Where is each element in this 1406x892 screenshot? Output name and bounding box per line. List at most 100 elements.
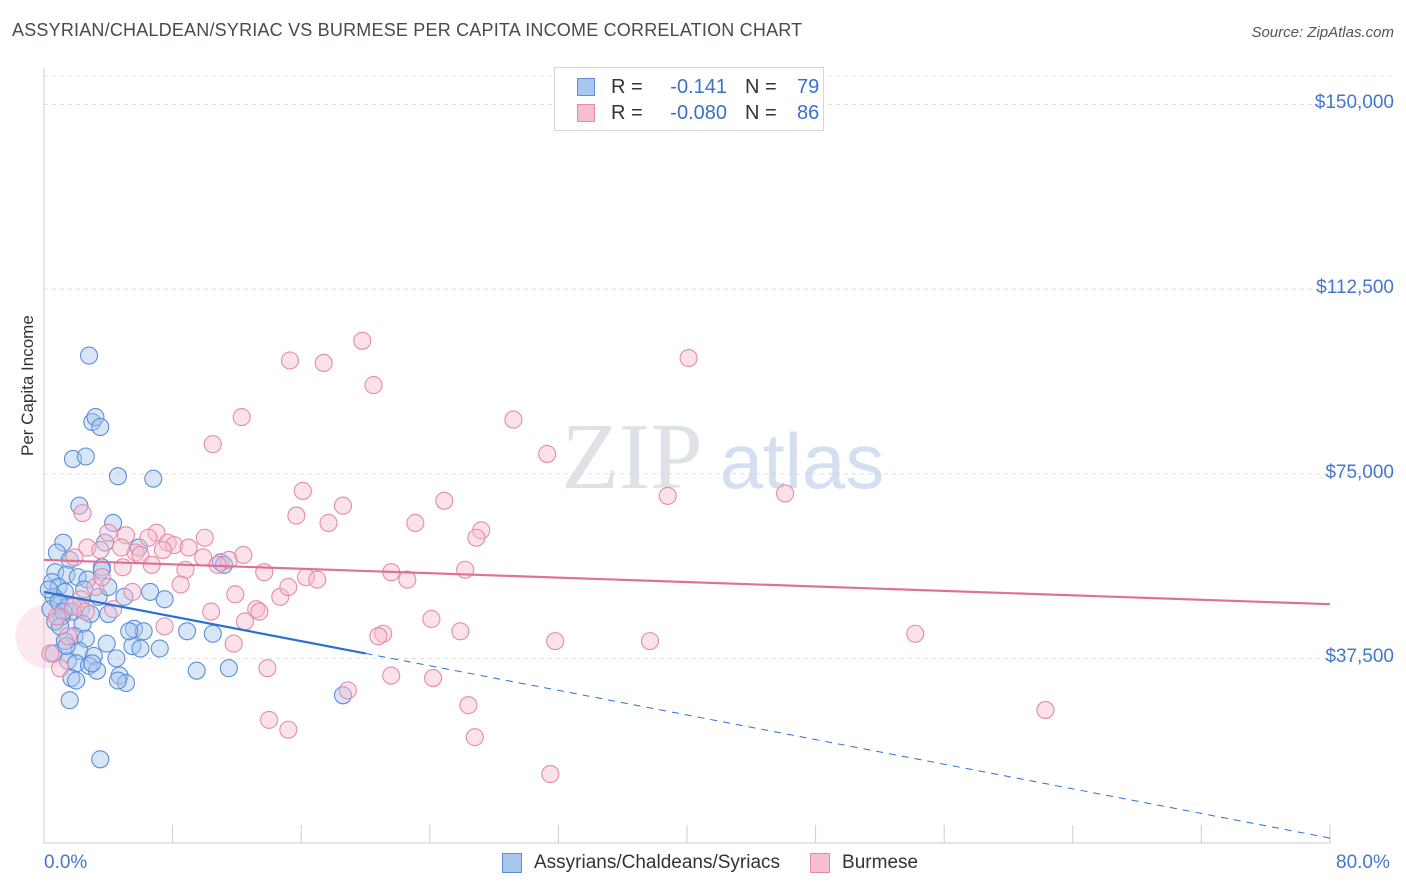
assyrian-point [91,750,110,769]
assyrian-point [54,533,73,552]
legend-n-value: 79 [797,75,820,98]
correlation-legend: R = -0.141 N = 79 R = -0.080 N = 86 [554,67,824,131]
burmese-point [250,602,269,621]
assyrian-point [155,590,174,609]
series-legend-burmese[interactable]: Burmese [810,852,918,874]
legend-n-value: 86 [797,101,820,124]
burmese-point [59,627,78,646]
y-tick-label: $75,000 [1325,461,1394,483]
burmese-point [398,570,417,589]
burmese-point [92,568,111,587]
burmese-point [73,504,92,523]
series-swatch-blue [502,853,522,873]
assyrian-point [79,346,99,365]
burmese-point [126,543,145,562]
series-swatch-pink [810,853,831,873]
burmese-point [153,540,173,560]
assyrian-point [107,649,126,668]
assyrian-point [150,639,169,658]
burmese-point [504,410,523,429]
burmese-point [65,548,84,567]
trend-lines [43,558,1331,839]
burmese-point [179,538,198,557]
assyrian-point [129,538,148,557]
burmese-point [314,353,333,373]
burmese-point [234,545,253,565]
burmese-point [459,696,478,715]
assyrian-point [187,661,206,680]
burmese-point [435,491,454,510]
assyrian-point [76,447,95,466]
burmese-point [640,632,660,651]
burmese-point [259,710,279,729]
legend-r-label: R = [611,101,643,124]
burmese-point [258,659,277,678]
burmese-point [99,523,118,542]
burmese-point [369,627,388,646]
burmese-point [224,634,243,653]
series-label: Assyrians/Chaldeans/Syriacs [534,852,781,873]
assyrian-point [219,659,238,678]
y-tick-label: $150,000 [1314,92,1394,114]
burmese-point [293,481,312,501]
assyrian-point [83,654,102,673]
burmese-point [171,575,190,594]
burmese-point [203,435,222,454]
burmese-point [338,681,357,700]
legend-row-burmese: R = -0.080 N = 86 [577,101,819,125]
legend-swatch-pink [577,104,595,122]
burmese-point [308,570,327,589]
burmese-point [287,506,306,525]
x-tick-min: 0.0% [44,852,88,873]
assyrian-point [141,582,160,601]
burmese-trend-line [43,558,1331,606]
burmese-point [139,528,158,547]
burmese-point [123,582,142,601]
legend-n-label: N = [745,75,777,98]
assyrian-point [75,580,94,599]
burmese-point [382,666,401,685]
burmese-point [679,348,698,368]
assyrian-point [131,639,150,658]
burmese-point [406,513,425,533]
burmese-point [423,669,443,688]
burmese-point [226,585,245,604]
burmese-point [364,376,383,395]
burmese-point [776,484,795,503]
x-tick-max: 80.0% [1336,852,1390,873]
legend-r-value: -0.080 [670,101,727,124]
legend-r-value: -0.141 [670,75,727,98]
assyrian-point [333,686,353,705]
watermark-atlas: atlas [720,417,885,505]
chart-title: ASSYRIAN/CHALDEAN/SYRIAC VS BURMESE PER … [12,20,803,40]
assyrian-point [144,469,163,488]
assyrian-point [86,408,105,427]
burmese-point [76,602,95,621]
burmese-point [155,617,174,636]
legend-row-assyrian: R = -0.141 N = 79 [577,75,819,99]
burmese-point [51,659,70,678]
burmese-point [280,351,299,370]
burmese-point [235,612,254,631]
watermark: ZIP atlas [562,405,885,509]
burmese-point [319,513,338,533]
assyrian-trend-extension [365,652,1331,839]
burmese-point [465,728,484,747]
series-label: Burmese [842,852,919,873]
y-tick-label: $112,500 [1316,277,1394,299]
burmese-point [1036,701,1055,720]
burmese-point [546,632,565,651]
series-legend: Assyrians/Chaldeans/Syriacs Burmese [502,852,948,874]
watermark-zip: ZIP [562,405,703,509]
burmese-point [165,536,184,555]
y-tick-label: $37,500 [1325,646,1394,668]
burmese-point [279,720,298,739]
assyrian-point [99,577,118,597]
burmese-point [247,600,266,619]
burmese-point [374,624,393,643]
series-legend-assyrian[interactable]: Assyrians/Chaldeans/Syriacs [502,852,780,874]
burmese-point [333,496,353,515]
assyrian-point [97,634,116,653]
burmese-point [232,408,251,427]
